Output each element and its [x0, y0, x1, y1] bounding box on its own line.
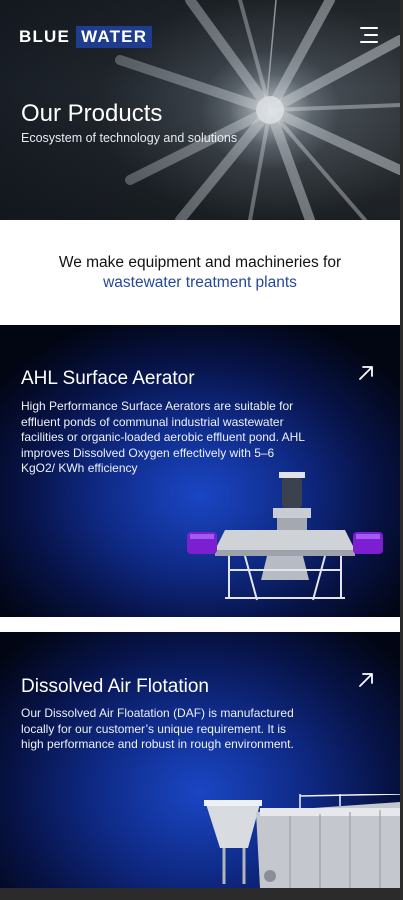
page: BLUE WATER Our Products Ecosystem of tec…	[0, 0, 400, 888]
menu-line	[364, 34, 378, 36]
hamburger-menu-icon[interactable]	[360, 27, 378, 43]
product-card-dissolved-air-flotation[interactable]: Dissolved Air Flotation Our Dissolved Ai…	[0, 632, 400, 888]
logo-word-blue: BLUE	[19, 27, 71, 46]
intro-highlight: wastewater treatment plants	[103, 274, 297, 291]
page-subtitle: Ecosystem of technology and solutions	[21, 131, 238, 145]
brand-logo[interactable]: BLUE WATER	[19, 26, 153, 48]
arrow-up-right-icon[interactable]	[358, 365, 374, 381]
menu-line	[360, 27, 378, 29]
daf-unit-image	[204, 794, 400, 888]
menu-line	[360, 41, 378, 43]
hero-overlay	[0, 0, 400, 220]
page-title: Our Products	[21, 100, 163, 127]
surface-aerator-image	[187, 472, 383, 601]
hero-banner: BLUE WATER Our Products Ecosystem of tec…	[0, 0, 400, 220]
intro-section: We make equipment and machineries for wa…	[0, 220, 400, 325]
product-description: Our Dissolved Air Floatation (DAF) is ma…	[21, 706, 294, 751]
arrow-up-right-icon[interactable]	[358, 672, 374, 688]
logo-word-water: WATER	[76, 26, 153, 48]
product-description: High Performance Surface Aerators are su…	[21, 399, 305, 475]
product-card-surface-aerator[interactable]: AHL Surface Aerator High Performance Sur…	[0, 325, 400, 617]
intro-text: We make equipment and machineries for	[58, 254, 342, 271]
product-title: AHL Surface Aerator	[21, 368, 195, 389]
product-title: Dissolved Air Flotation	[21, 676, 209, 697]
